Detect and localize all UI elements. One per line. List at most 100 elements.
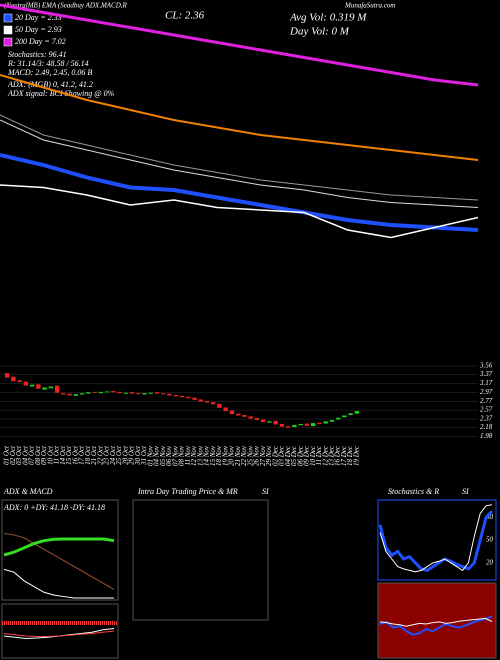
series-line xyxy=(3,630,115,637)
candle xyxy=(267,421,272,423)
x-tick-label: 26 Nov xyxy=(253,445,261,466)
x-tick-label: 29 Nov xyxy=(265,445,273,466)
x-tick-label: 08 Oct xyxy=(34,445,42,465)
x-tick-label: 05 Nov xyxy=(159,445,167,466)
panel-title: Stochastics & R xyxy=(388,487,439,496)
candle xyxy=(179,395,185,398)
candle xyxy=(211,402,216,405)
series-line xyxy=(0,3,479,87)
x-tick-label: 03 Oct xyxy=(15,445,23,465)
candle xyxy=(54,385,60,393)
x-tick-label: 03 Dec xyxy=(278,445,286,466)
series-line xyxy=(0,184,479,239)
x-tick-label: 18 Oct xyxy=(84,445,92,465)
series-line xyxy=(379,504,493,573)
x-tick-label: 30 Oct xyxy=(134,445,142,466)
candle xyxy=(4,373,10,378)
series-line xyxy=(3,533,115,590)
candle xyxy=(98,391,103,394)
series-line xyxy=(379,615,493,636)
candle xyxy=(229,410,235,415)
candle xyxy=(73,394,79,396)
candle xyxy=(310,423,316,427)
candle xyxy=(117,391,122,394)
x-tick-label: 06 Nov xyxy=(165,445,173,466)
x-tick-label: 21 Nov xyxy=(234,445,242,466)
x-tick-label: 25 Oct xyxy=(115,445,123,465)
adx-values: ADX: 0 +DY: 41.18 -DY: 41.18 xyxy=(3,503,105,512)
x-tick-label: 16 Dec xyxy=(334,445,342,466)
y-tick-label: 3.56 xyxy=(479,362,493,370)
x-tick-label: 21 Oct xyxy=(90,445,98,465)
panel-frame xyxy=(377,499,497,581)
candle xyxy=(92,391,97,393)
x-tick-label: 15 Nov xyxy=(209,445,217,466)
title: (NeutralMB) EMA (Seadbuy ADX,MACD,R xyxy=(4,2,128,10)
panel-frame xyxy=(1,499,119,601)
x-tick-label: 04 Nov xyxy=(153,445,161,466)
avg-vol: Avg Vol: 0.319 M xyxy=(289,12,367,24)
candle xyxy=(329,419,335,422)
x-tick-label: 23 Oct xyxy=(103,445,111,465)
panel-frame xyxy=(132,499,269,621)
candle xyxy=(236,413,241,416)
y-tick-label: 3.37 xyxy=(479,370,493,378)
candle xyxy=(23,381,29,386)
x-tick-label: 05 Dec xyxy=(290,445,298,466)
close: CL: 2.36 xyxy=(165,10,205,22)
x-tick-label: 29 Oct xyxy=(128,445,136,465)
x-tick-label: 24 Oct xyxy=(109,445,117,465)
legend-swatch xyxy=(3,13,13,23)
macd: MACD: 2.49, 2.45, 0.06 B xyxy=(7,68,92,77)
x-tick-label: 28 Oct xyxy=(121,445,129,465)
x-tick-label: 31 Oct xyxy=(140,445,148,466)
series-line xyxy=(0,74,479,161)
x-tick-label: 04 Dec xyxy=(284,445,292,466)
x-tick-label: 13 Dec xyxy=(328,445,336,466)
x-tick-label: 01 Nov xyxy=(146,445,154,466)
candle xyxy=(342,415,347,418)
legend-swatch xyxy=(3,37,13,47)
candle xyxy=(111,390,116,393)
candle xyxy=(61,393,66,395)
x-tick-label: 22 Nov xyxy=(240,445,248,466)
candle xyxy=(36,384,41,389)
candle xyxy=(323,421,328,424)
x-tick-label: 04 Oct xyxy=(21,445,29,465)
x-tick-label: 09 Oct xyxy=(40,445,48,465)
series-line xyxy=(0,114,479,201)
candle xyxy=(173,394,178,397)
panel-title: ADX & MACD xyxy=(3,487,53,496)
candle xyxy=(67,393,72,396)
candle xyxy=(354,411,360,414)
candle xyxy=(129,392,135,394)
x-tick-label: 02 Oct xyxy=(9,445,17,465)
x-tick-label: 10 Oct xyxy=(46,445,54,465)
candle xyxy=(79,393,85,395)
panel-frame xyxy=(1,603,119,659)
legend-label: 50 Day = 2.93 xyxy=(15,25,62,34)
candle xyxy=(161,393,166,395)
candle xyxy=(254,418,260,420)
x-tick-label: 19 Nov xyxy=(221,445,229,466)
candle xyxy=(123,392,128,394)
candle xyxy=(204,401,210,403)
x-tick-label: 12 Nov xyxy=(190,445,198,466)
legend-label: 20 Day = 2.33 xyxy=(15,13,62,22)
candle xyxy=(292,424,297,428)
candle xyxy=(198,399,203,402)
candle xyxy=(335,417,341,420)
candle xyxy=(142,393,147,395)
x-tick-label: 08 Nov xyxy=(178,445,186,466)
series-line xyxy=(0,119,479,208)
candle xyxy=(136,393,141,395)
x-tick-label: 02 Dec xyxy=(271,445,279,466)
y-tick-label: 2.97 xyxy=(480,388,493,396)
candle xyxy=(86,392,91,394)
candle xyxy=(261,419,266,423)
candle xyxy=(242,415,247,417)
x-tick-label: 25 Nov xyxy=(246,445,254,466)
y-tick-label: 2.77 xyxy=(480,397,493,405)
